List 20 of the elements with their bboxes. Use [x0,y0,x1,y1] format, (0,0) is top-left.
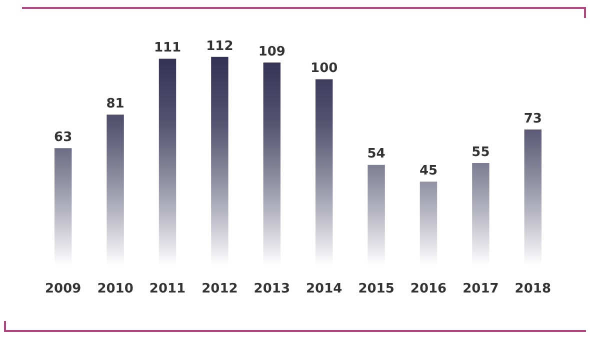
data-label: 81 [106,96,124,112]
data-label: 109 [258,44,286,60]
x-tick-label: 2018 [514,282,551,297]
data-label: 45 [419,164,438,178]
x-tick-label: 2011 [149,282,186,297]
x-tick-label: 2016 [410,282,447,297]
x-tick-label: 2014 [306,282,342,297]
data-label: 63 [54,130,72,145]
x-tick-label: 2009 [45,282,82,297]
data-label: 73 [524,111,542,126]
x-tick-label: 2015 [358,282,394,297]
x-tick-label: 2017 [462,282,499,297]
x-tick-label: 2013 [254,282,290,297]
x-tick-label: 2010 [97,282,134,297]
data-label: 111 [154,40,182,56]
data-label: 54 [367,146,386,162]
data-label: 55 [472,144,490,160]
x-tick-label: 2012 [202,282,238,297]
data-label: 100 [310,61,338,76]
data-label: 112 [206,38,234,54]
